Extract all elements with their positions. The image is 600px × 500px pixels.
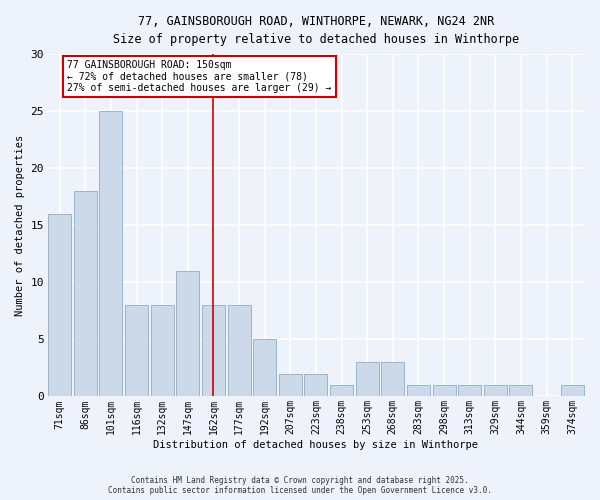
- Bar: [151, 305, 173, 396]
- Y-axis label: Number of detached properties: Number of detached properties: [15, 134, 25, 316]
- Bar: [381, 362, 404, 396]
- Bar: [279, 374, 302, 396]
- Bar: [304, 374, 328, 396]
- Bar: [560, 385, 584, 396]
- Bar: [227, 305, 251, 396]
- Title: 77, GAINSBOROUGH ROAD, WINTHORPE, NEWARK, NG24 2NR
Size of property relative to : 77, GAINSBOROUGH ROAD, WINTHORPE, NEWARK…: [113, 15, 519, 46]
- Bar: [458, 385, 481, 396]
- Text: Contains HM Land Registry data © Crown copyright and database right 2025.
Contai: Contains HM Land Registry data © Crown c…: [108, 476, 492, 495]
- Bar: [356, 362, 379, 396]
- Bar: [253, 340, 276, 396]
- X-axis label: Distribution of detached houses by size in Winthorpe: Distribution of detached houses by size …: [154, 440, 478, 450]
- Bar: [100, 111, 122, 397]
- Bar: [484, 385, 507, 396]
- Bar: [202, 305, 225, 396]
- Bar: [74, 191, 97, 396]
- Bar: [330, 385, 353, 396]
- Bar: [48, 214, 71, 396]
- Bar: [125, 305, 148, 396]
- Bar: [433, 385, 455, 396]
- Text: 77 GAINSBOROUGH ROAD: 150sqm
← 72% of detached houses are smaller (78)
27% of se: 77 GAINSBOROUGH ROAD: 150sqm ← 72% of de…: [67, 60, 332, 93]
- Bar: [509, 385, 532, 396]
- Bar: [407, 385, 430, 396]
- Bar: [176, 271, 199, 396]
